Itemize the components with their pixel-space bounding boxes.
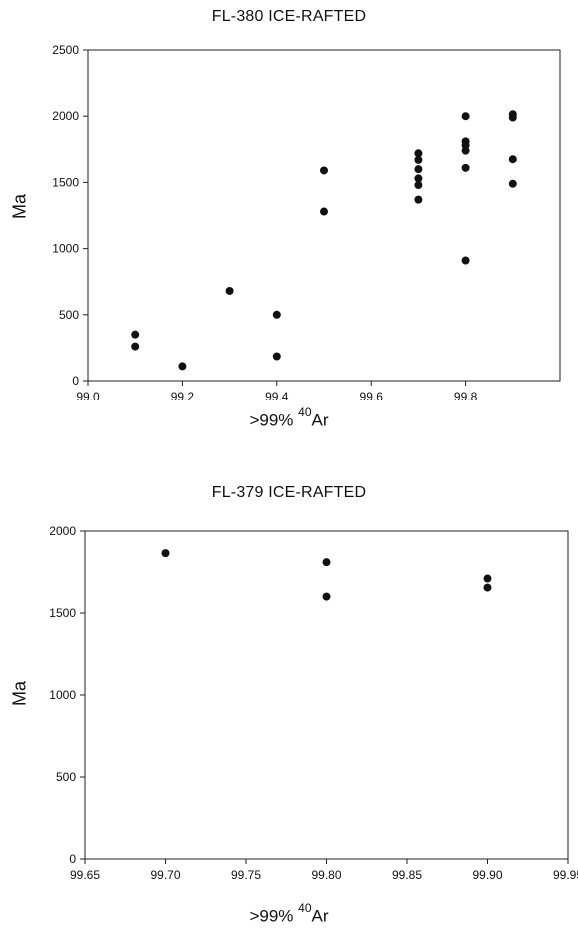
chart2-xlabel: >99% 40Ar xyxy=(0,901,578,927)
chart1-xlabel-suffix: Ar xyxy=(311,410,329,430)
chart2-ytick-label: 1500 xyxy=(49,606,76,620)
chart1-point xyxy=(414,155,423,164)
chart1-xlabel-superscript: 40 xyxy=(298,405,312,419)
chart1-point xyxy=(414,181,423,190)
chart1-ytick-label: 2500 xyxy=(52,43,79,57)
chart2-point xyxy=(483,574,492,583)
chart1-point xyxy=(461,146,470,155)
chart2-xtick-label: 99.80 xyxy=(311,868,341,882)
chart1-point xyxy=(461,256,470,265)
chart1-point xyxy=(508,179,517,188)
chart2-title: FL-379 ICE-RAFTED xyxy=(211,484,367,501)
chart2-ytick-label: 0 xyxy=(69,852,76,866)
chart2-ytick-label: 1000 xyxy=(49,688,76,702)
chart1-point xyxy=(508,113,517,122)
chart1-title: FL-380 ICE-RAFTED xyxy=(211,8,367,25)
chart1-ytick-label: 1500 xyxy=(52,175,79,189)
chart1-point xyxy=(272,352,281,361)
chart1: 99.0 99.2 99.4 99.6 99.8 0 500 1000 1500 2000 2500 xyxy=(0,0,578,400)
chart1-ytick-label: 500 xyxy=(59,308,79,322)
chart2-xtick-label: 99.65 xyxy=(70,868,100,882)
chart2-xtick-label: 99.75 xyxy=(231,868,261,882)
chart1-xtick-label: 99.6 xyxy=(360,390,384,400)
chart1-point xyxy=(414,165,423,174)
chart1-point xyxy=(414,149,423,158)
chart2-point xyxy=(322,592,331,601)
chart2-xtick-label: 99.90 xyxy=(472,868,502,882)
chart1-point xyxy=(178,362,187,371)
chart2-ytick-label: 2000 xyxy=(49,524,76,538)
chart1-point xyxy=(131,342,140,351)
chart1-point xyxy=(320,207,328,216)
chart2-xtick-label: 99.95 xyxy=(553,868,578,882)
chart2-point xyxy=(322,558,331,567)
chart2-frame xyxy=(84,530,569,860)
chart1-frame xyxy=(87,49,561,382)
chart2-xlabel-suffix: Ar xyxy=(311,906,329,926)
chart1-point xyxy=(461,112,470,121)
chart1-xtick-label: 99.4 xyxy=(265,390,289,400)
chart1-xtick-label: 99.8 xyxy=(454,390,478,400)
chart2-xtick-label: 99.70 xyxy=(150,868,180,882)
chart1-xlabel: >99% 40Ar xyxy=(0,405,578,431)
chart1-point xyxy=(414,174,423,183)
chart2-xlabel-superscript: 40 xyxy=(298,901,312,915)
chart2-xlabel-prefix: >99% xyxy=(249,906,294,926)
chart1-point xyxy=(461,163,470,172)
chart1-ytick-label: 2000 xyxy=(52,109,79,123)
chart1-point xyxy=(414,195,423,204)
chart2-plot: 99.65 99.70 99.75 99.80 99.85 99.90 99.95 0 500 1… xyxy=(49,524,578,882)
chart1-ytick-label: 0 xyxy=(72,374,79,388)
chart1-point xyxy=(272,310,281,319)
chart1-ytick-label: 1000 xyxy=(52,242,79,256)
chart2: 99.65 99.70 99.75 99.80 99.85 99.90 99.95 0 500 1… xyxy=(0,510,578,890)
chart2-ytick-label: 500 xyxy=(56,770,76,784)
chart1-xtick-label: 99.2 xyxy=(171,390,195,400)
chart1-point xyxy=(225,286,234,295)
chart1-plot: 99.0 99.2 99.4 99.6 99.8 0 500 1000 1500 2000 2500 xyxy=(52,43,561,400)
chart1-point xyxy=(320,166,328,175)
chart1-xtick-label: 99.0 xyxy=(76,390,100,400)
chart1-point xyxy=(131,330,140,339)
chart1-point xyxy=(508,155,517,164)
chart1-xlabel-prefix: >99% xyxy=(249,410,294,430)
chart2-xtick-label: 99.85 xyxy=(392,868,422,882)
chart2-point xyxy=(483,583,492,592)
chart2-point xyxy=(161,549,170,558)
